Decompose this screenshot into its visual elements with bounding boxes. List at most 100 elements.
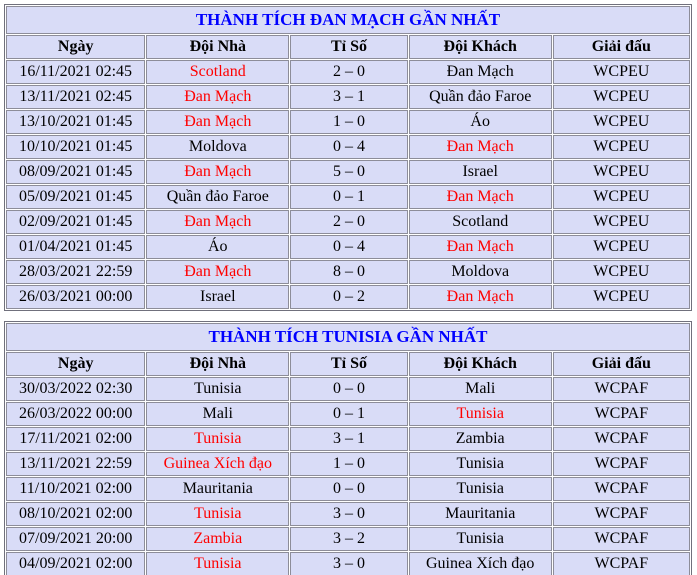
column-header-away: Đội Khách: [408, 352, 552, 376]
league-cell: WCPEU: [552, 210, 690, 234]
match-date-cell: 10/10/2021 01:45: [6, 135, 146, 159]
home-team-cell: Tunisia: [146, 427, 290, 451]
league-cell: WCPAF: [552, 502, 690, 526]
table-title: THÀNH TÍCH TUNISIA GẦN NHẤT: [6, 323, 690, 351]
match-row: 11/10/2021 02:00 Mauritania 0 – 0 Tunisia WC…: [6, 477, 690, 501]
score-cell: 8 – 0: [290, 260, 408, 284]
league-cell: WCPAF: [552, 552, 690, 575]
league-cell: WCPEU: [552, 260, 690, 284]
score-cell: 3 – 1: [290, 427, 408, 451]
match-row: 07/09/2021 20:00 Zambia 3 – 2 Tunisia WCPAF: [6, 527, 690, 551]
score-cell: 0 – 1: [290, 402, 408, 426]
score-cell: 0 – 0: [290, 377, 408, 401]
column-header-home: Đội Nhà: [146, 35, 290, 59]
league-cell: WCPAF: [552, 377, 690, 401]
match-row: 08/10/2021 02:00 Tunisia 3 – 0 Mauritania WC…: [6, 502, 690, 526]
match-date-cell: 08/10/2021 02:00: [6, 502, 146, 526]
column-header-score: Tỉ Số: [290, 35, 408, 59]
score-cell: 2 – 0: [290, 60, 408, 84]
league-cell: WCPEU: [552, 135, 690, 159]
home-team-cell: Áo: [146, 235, 290, 259]
match-row: 26/03/2022 00:00 Mali 0 – 1 Tunisia WCPAF: [6, 402, 690, 426]
league-cell: WCPAF: [552, 452, 690, 476]
league-cell: WCPEU: [552, 110, 690, 134]
match-date-cell: 17/11/2021 02:00: [6, 427, 146, 451]
match-row: 08/09/2021 01:45 Đan Mạch 5 – 0 Israel WCPEU: [6, 160, 690, 184]
league-cell: WCPEU: [552, 85, 690, 109]
home-team-cell: Tunisia: [146, 552, 290, 575]
score-cell: 0 – 2: [290, 285, 408, 309]
match-row: 28/03/2021 22:59 Đan Mạch 8 – 0 Moldova WCPE…: [6, 260, 690, 284]
home-team-cell: Tunisia: [146, 377, 290, 401]
match-date-cell: 13/11/2021 22:59: [6, 452, 146, 476]
table-title: THÀNH TÍCH ĐAN MẠCH GẦN NHẤT: [6, 6, 690, 34]
home-team-cell: Đan Mạch: [146, 160, 290, 184]
match-row: 13/10/2021 01:45 Đan Mạch 1 – 0 Áo WCPEU: [6, 110, 690, 134]
score-cell: 0 – 1: [290, 185, 408, 209]
score-cell: 0 – 4: [290, 235, 408, 259]
match-date-cell: 28/03/2021 22:59: [6, 260, 146, 284]
match-date-cell: 13/10/2021 01:45: [6, 110, 146, 134]
away-team-cell: Israel: [408, 160, 552, 184]
away-team-cell: Đan Mạch: [408, 285, 552, 309]
away-team-cell: Tunisia: [408, 527, 552, 551]
tunisia-results-table: THÀNH TÍCH TUNISIA GẦN NHẤT Ngày Đội Nhà…: [4, 321, 692, 575]
home-team-cell: Zambia: [146, 527, 290, 551]
match-date-cell: 11/10/2021 02:00: [6, 477, 146, 501]
league-cell: WCPAF: [552, 427, 690, 451]
home-team-cell: Đan Mạch: [146, 85, 290, 109]
score-cell: 3 – 0: [290, 502, 408, 526]
home-team-cell: Quần đảo Faroe: [146, 185, 290, 209]
home-team-cell: Mauritania: [146, 477, 290, 501]
score-cell: 1 – 0: [290, 110, 408, 134]
match-row: 05/09/2021 01:45 Quần đảo Faroe 0 – 1 Đan M…: [6, 185, 690, 209]
match-row: 13/11/2021 02:45 Đan Mạch 3 – 1 Quần đảo Fa…: [6, 85, 690, 109]
column-header-date: Ngày: [6, 352, 146, 376]
match-date-cell: 04/09/2021 02:00: [6, 552, 146, 575]
match-date-cell: 26/03/2021 00:00: [6, 285, 146, 309]
away-team-cell: Tunisia: [408, 402, 552, 426]
away-team-cell: Đan Mạch: [408, 235, 552, 259]
match-row: 17/11/2021 02:00 Tunisia 3 – 1 Zambia WCPAF: [6, 427, 690, 451]
away-team-cell: Tunisia: [408, 452, 552, 476]
home-team-cell: Đan Mạch: [146, 210, 290, 234]
match-row: 16/11/2021 02:45 Scotland 2 – 0 Đan Mạch WCP…: [6, 60, 690, 84]
away-team-cell: Mauritania: [408, 502, 552, 526]
match-date-cell: 16/11/2021 02:45: [6, 60, 146, 84]
column-header-date: Ngày: [6, 35, 146, 59]
league-cell: WCPAF: [552, 477, 690, 501]
away-team-cell: Tunisia: [408, 477, 552, 501]
match-date-cell: 30/03/2022 02:30: [6, 377, 146, 401]
match-row: 04/09/2021 02:00 Tunisia 3 – 0 Guinea Xích …: [6, 552, 690, 575]
match-row: 26/03/2021 00:00 Israel 0 – 2 Đan Mạch WCPEU: [6, 285, 690, 309]
match-row: 13/11/2021 22:59 Guinea Xích đạo 1 – 0 Tuni…: [6, 452, 690, 476]
score-cell: 0 – 4: [290, 135, 408, 159]
home-team-cell: Đan Mạch: [146, 110, 290, 134]
denmark-results-table: THÀNH TÍCH ĐAN MẠCH GẦN NHẤT Ngày Đội Nh…: [4, 4, 692, 311]
match-date-cell: 08/09/2021 01:45: [6, 160, 146, 184]
table-title-row: THÀNH TÍCH ĐAN MẠCH GẦN NHẤT: [6, 6, 690, 34]
home-team-cell: Moldova: [146, 135, 290, 159]
away-team-cell: Đan Mạch: [408, 60, 552, 84]
league-cell: WCPAF: [552, 402, 690, 426]
away-team-cell: Đan Mạch: [408, 135, 552, 159]
away-team-cell: Áo: [408, 110, 552, 134]
score-cell: 2 – 0: [290, 210, 408, 234]
match-date-cell: 01/04/2021 01:45: [6, 235, 146, 259]
home-team-cell: Đan Mạch: [146, 260, 290, 284]
column-header-row: Ngày Đội Nhà Tỉ Số Đội Khách Giải đấu: [6, 35, 690, 59]
match-row: 30/03/2022 02:30 Tunisia 0 – 0 Mali WCPAF: [6, 377, 690, 401]
table-title-row: THÀNH TÍCH TUNISIA GẦN NHẤT: [6, 323, 690, 351]
score-cell: 0 – 0: [290, 477, 408, 501]
away-team-cell: Guinea Xích đạo: [408, 552, 552, 575]
score-cell: 3 – 2: [290, 527, 408, 551]
home-team-cell: Mali: [146, 402, 290, 426]
league-cell: WCPEU: [552, 160, 690, 184]
column-header-league: Giải đấu: [552, 352, 690, 376]
match-date-cell: 05/09/2021 01:45: [6, 185, 146, 209]
match-date-cell: 26/03/2022 00:00: [6, 402, 146, 426]
match-row: 01/04/2021 01:45 Áo 0 – 4 Đan Mạch WCPEU: [6, 235, 690, 259]
league-cell: WCPAF: [552, 527, 690, 551]
match-date-cell: 13/11/2021 02:45: [6, 85, 146, 109]
